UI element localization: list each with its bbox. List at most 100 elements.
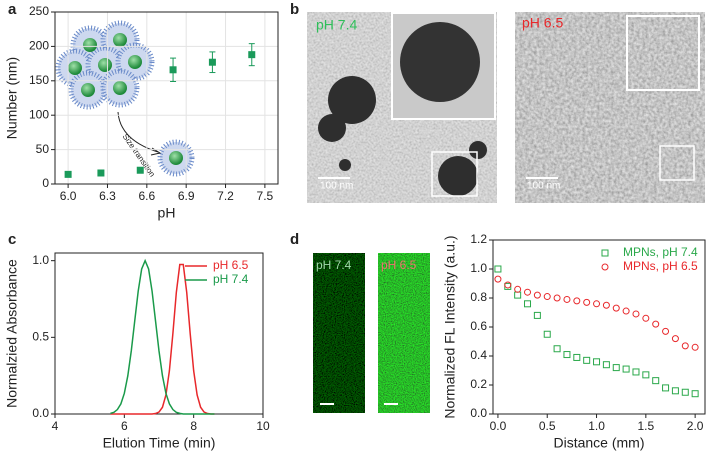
data-point <box>169 66 177 74</box>
data-point <box>543 293 551 301</box>
data-point <box>691 390 699 398</box>
x-tick-label: 7.5 <box>257 189 274 203</box>
x-axis-label: Distance (mm) <box>553 435 644 451</box>
x-tick-label: 0.5 <box>539 419 556 433</box>
data-point <box>612 364 620 372</box>
plot-frame <box>54 252 264 415</box>
image-label: pH 6.5 <box>522 15 563 31</box>
y-tick-label: 0.0 <box>470 406 487 420</box>
data-point <box>671 335 679 343</box>
data-point <box>652 320 660 328</box>
data-point <box>494 275 502 283</box>
data-point <box>136 166 144 174</box>
y-tick-label: 0.4 <box>470 348 487 362</box>
x-tick-label: 1.0 <box>588 419 605 433</box>
data-point <box>543 330 551 338</box>
y-axis-label: Number (nm) <box>4 57 20 139</box>
data-point <box>602 301 610 309</box>
data-point <box>691 343 699 351</box>
data-point <box>622 307 630 315</box>
x-tick-label: 10 <box>256 419 270 433</box>
data-point <box>602 361 610 369</box>
data-point <box>632 310 640 318</box>
data-point <box>573 297 581 305</box>
data-point <box>612 304 620 312</box>
data-point <box>563 295 571 303</box>
data-point <box>494 265 502 273</box>
data-point <box>504 281 512 289</box>
tem-image <box>515 12 705 203</box>
panel-label: c <box>8 231 16 248</box>
data-point <box>681 342 689 350</box>
data-point <box>514 285 522 293</box>
x-tick-label: 6.0 <box>60 189 77 203</box>
data-point <box>642 371 650 379</box>
legend-label: pH 6.5 <box>213 258 249 272</box>
scale-bar-label: 100 nm <box>527 181 560 192</box>
y-tick-label: 100 <box>29 107 49 121</box>
panel-label: b <box>290 1 299 18</box>
y-tick-label: 0.0 <box>32 406 49 420</box>
data-point <box>681 388 689 396</box>
y-tick-label: 0.5 <box>32 330 49 344</box>
data-point <box>533 291 541 299</box>
y-tick-label: 1.2 <box>470 232 487 246</box>
y-tick-label: 0.6 <box>470 319 487 333</box>
data-point <box>573 353 581 361</box>
nanoparticle-illustration <box>55 20 195 177</box>
data-point <box>671 387 679 395</box>
data-point <box>533 311 541 319</box>
y-tick-label: 50 <box>36 142 50 156</box>
legend-swatch <box>601 249 609 257</box>
data-point <box>563 351 571 359</box>
legend-label: pH 7.4 <box>213 272 249 286</box>
data-point <box>208 58 216 66</box>
fluorescence-image <box>378 253 430 413</box>
plot-frame <box>54 11 279 185</box>
y-tick-label: 1.0 <box>32 253 49 267</box>
y-tick-label: 250 <box>29 4 49 18</box>
data-point <box>524 300 532 308</box>
data-point <box>248 51 256 59</box>
data-point <box>524 288 532 296</box>
x-tick-label: 4 <box>52 419 59 433</box>
y-axis-label: Normalzied Absorbance <box>4 259 20 408</box>
x-tick-label: 1.5 <box>637 419 654 433</box>
legend-label: MPNs, pH 6.5 <box>623 259 698 273</box>
y-tick-label: 1.0 <box>470 261 487 275</box>
y-tick-label: 0.2 <box>470 377 487 391</box>
fluorescence-image <box>313 253 365 413</box>
x-tick-label: 2.0 <box>687 419 704 433</box>
x-tick-label: 7.2 <box>217 189 234 203</box>
x-axis-label: Elution Time (min) <box>103 435 216 451</box>
x-tick-label: 0.0 <box>490 419 507 433</box>
x-axis-label: pH <box>158 205 176 221</box>
data-point <box>662 384 670 392</box>
data-point <box>553 294 561 302</box>
data-point <box>662 327 670 335</box>
y-axis-label: Normalized FL Intensity (a.u.) <box>442 235 458 418</box>
data-point <box>593 358 601 366</box>
data-point <box>593 300 601 308</box>
image-label: pH 7.4 <box>316 258 352 272</box>
panel-label: a <box>8 1 17 18</box>
legend-label: MPNs, pH 7.4 <box>623 245 698 259</box>
tem-image <box>307 12 497 203</box>
data-point <box>642 314 650 322</box>
data-point <box>632 368 640 376</box>
x-tick-label: 6 <box>121 419 128 433</box>
data-point <box>97 169 105 177</box>
data-point <box>622 365 630 373</box>
scale-bar-label: 100 nm <box>320 181 353 192</box>
x-tick-label: 6.9 <box>178 189 195 203</box>
data-line <box>110 258 215 415</box>
data-line <box>110 263 215 415</box>
image-label: pH 7.4 <box>316 17 357 33</box>
x-tick-label: 6.3 <box>99 189 116 203</box>
data-point <box>583 356 591 364</box>
y-tick-label: 0.8 <box>470 290 487 304</box>
y-tick-label: 150 <box>29 73 49 87</box>
data-point <box>553 345 561 353</box>
data-point <box>514 291 522 299</box>
